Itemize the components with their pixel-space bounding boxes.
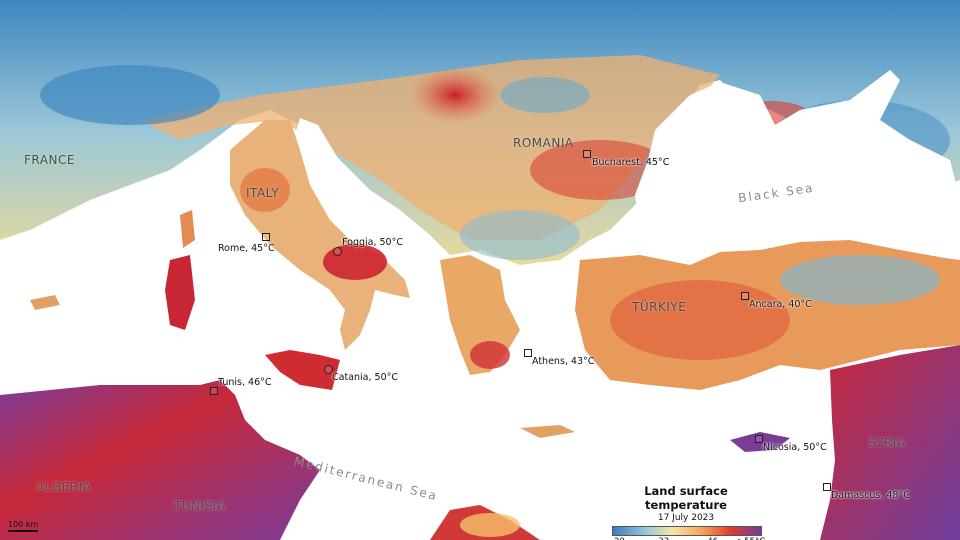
city-marker-athens[interactable]	[524, 349, 532, 357]
city-marker-ancara[interactable]	[741, 292, 749, 300]
black-sea	[635, 70, 960, 265]
anatolia-hot	[610, 280, 790, 360]
aegean-sea	[495, 262, 600, 370]
city-label-athens: Athens, 43°C	[532, 356, 595, 367]
balkans-cool	[460, 210, 580, 260]
balearic-islands	[30, 295, 60, 310]
hungary-hotspot	[410, 67, 500, 123]
city-label-catania: Catania, 50°C	[332, 372, 398, 383]
anatolia-cool	[780, 255, 940, 305]
legend-tick: 20	[614, 537, 625, 540]
city-marker-rome[interactable]	[262, 233, 270, 241]
city-marker-catania[interactable]	[324, 365, 333, 374]
scale-bar: 100 km	[8, 520, 38, 532]
city-label-rome: Rome, 45°C	[218, 243, 275, 254]
legend-color-ramp	[612, 526, 762, 536]
city-label-damascus: Damascus, 48°C	[831, 490, 910, 501]
city-marker-damascus[interactable]	[823, 483, 831, 491]
libya-warm	[460, 513, 520, 537]
romania-hotspot	[530, 140, 670, 200]
legend-title: Land surface temperature	[644, 484, 728, 512]
city-marker-tunis[interactable]	[210, 387, 218, 395]
alps-cold	[40, 65, 220, 125]
country-label-algeria: ALGERIA	[36, 480, 92, 494]
city-marker-foggia[interactable]	[333, 247, 342, 256]
country-label-france: FRANCE	[24, 153, 75, 167]
central-italy-hot	[240, 168, 290, 212]
city-marker-bucharest[interactable]	[583, 150, 591, 158]
country-label-syria: SYRIA	[868, 436, 906, 450]
city-label-nicosia: Nicosia, 50°C	[763, 442, 827, 453]
carpathians-cold	[500, 77, 590, 113]
city-marker-nicosia[interactable]	[755, 435, 763, 443]
city-label-foggia: Foggia, 50°C	[342, 237, 403, 248]
city-label-tunis: Tunis, 46°C	[218, 377, 272, 388]
legend-tick: 46	[707, 537, 718, 540]
scale-line	[8, 530, 38, 532]
sardinia-land	[165, 255, 195, 330]
country-label-romania: ROMANIA	[513, 136, 574, 150]
city-label-ancara: Ancara, 40°C	[749, 299, 812, 310]
adriatic-sea	[295, 118, 430, 262]
north-africa-land	[0, 380, 320, 540]
corsica-land	[180, 210, 195, 248]
scale-label: 100 km	[8, 520, 39, 529]
greece-hotspot	[470, 341, 510, 369]
legend-tick: ≥55°C	[737, 537, 765, 540]
temperature-legend: Land surface temperature 17 July 2023 20…	[606, 484, 766, 540]
crete-land	[520, 425, 575, 438]
country-label-italy: ITALY	[246, 186, 280, 200]
legend-ticks: 20 33 46 ≥55°C	[612, 536, 765, 540]
levant-land	[820, 345, 960, 540]
legend-date: 17 July 2023	[657, 513, 715, 523]
country-label-turkiye: TÜRKIYE	[632, 300, 687, 314]
country-label-tunisia: TUNISIA	[174, 499, 226, 513]
city-label-bucharest: Bucharest, 45°C	[592, 157, 670, 168]
legend-tick: 33	[658, 537, 669, 540]
sicily-land	[265, 350, 340, 390]
